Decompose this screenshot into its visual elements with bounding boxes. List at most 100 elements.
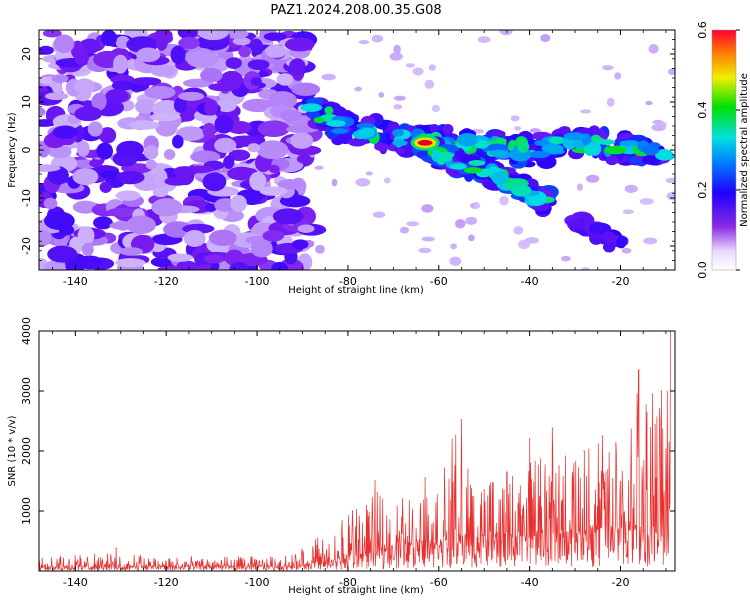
heatmap-cell: [431, 104, 440, 113]
x-tick-label: -140: [63, 576, 88, 589]
heatmap-cell: [272, 208, 304, 225]
heatmap-cell: [115, 190, 141, 201]
heatmap-cell: [284, 37, 315, 52]
heatmap-cell: [115, 170, 145, 185]
heatmap-cell: [112, 54, 128, 74]
heatmap-cell: [424, 79, 435, 89]
heatmap-cell: [529, 128, 541, 134]
heatmap-cell: [580, 109, 592, 114]
heatmap-cell: [541, 143, 564, 153]
x-tick-label: -40: [521, 576, 539, 589]
heatmap-cell: [89, 159, 103, 168]
colorbar-frame: [711, 29, 737, 271]
heatmap-cell: [176, 260, 198, 270]
heatmap-cell: [271, 261, 288, 270]
heatmap-cell: [214, 137, 237, 154]
heatmap-cell: [418, 247, 432, 254]
heatmap-cell: [91, 92, 107, 111]
heatmap-cell: [488, 149, 508, 156]
heatmap-cell: [200, 68, 223, 83]
y-tick-label: -10: [20, 189, 33, 207]
heatmap-cell: [149, 112, 181, 122]
heatmap-cell: [106, 207, 139, 218]
heatmap-cell: [321, 73, 336, 81]
heatmap-cell: [412, 67, 424, 76]
heatmap-cell: [585, 174, 600, 183]
heatmap-cell: [624, 184, 638, 193]
heatmap-cell: [291, 239, 309, 250]
heatmap-cell: [167, 253, 193, 262]
heatmap-cell: [250, 77, 262, 86]
heatmap-cell: [74, 49, 90, 66]
heatmap-cell: [393, 104, 403, 110]
heatmap-cell: [264, 44, 287, 58]
x-tick-label: -60: [430, 576, 448, 589]
heatmap-cell: [654, 149, 674, 161]
heatmap-cell: [163, 149, 176, 160]
heatmap-cell: [126, 215, 156, 235]
heatmap-cell: [72, 168, 99, 186]
heatmap-cell: [150, 64, 176, 77]
heatmap-cell: [73, 78, 96, 95]
heatmap-cell: [197, 30, 230, 41]
heatmap-cell: [648, 44, 659, 54]
heatmap-cell: [177, 30, 199, 40]
heatmap-cell: [514, 126, 521, 131]
heatmap-cell: [43, 197, 58, 210]
heatmap-cell: [131, 77, 162, 86]
heatmap-cell: [305, 97, 324, 105]
heatmap-cell: [39, 119, 57, 127]
heatmap-cell: [256, 140, 289, 160]
x-tick-label: -80: [339, 275, 357, 288]
spectrogram-x-label: Height of straight line (km): [288, 285, 424, 296]
heatmap-cell: [145, 159, 157, 170]
colorbar: 0.0 0.2 0.4 0.6 Normalized spectral amplitu…: [696, 21, 750, 279]
colorbar-label: Normalized spectral amplitude: [739, 73, 750, 227]
heatmap-cell: [491, 171, 508, 185]
heatmap-cell: [93, 216, 113, 230]
heatmap-cell: [268, 164, 280, 174]
snr-peak-point: [424, 477, 426, 479]
heatmap-cell: [645, 100, 653, 106]
heatmap-cell: [116, 140, 144, 158]
heatmap-cell: [172, 134, 184, 149]
heatmap-cell: [371, 34, 384, 43]
snr-peak-point: [638, 369, 640, 371]
heatmap-cell: [639, 197, 654, 205]
snr-peak-point: [651, 393, 653, 395]
heatmap-cell: [176, 167, 195, 186]
y-tick-label: 4000: [20, 317, 33, 345]
heatmap-cell: [76, 140, 90, 157]
heatmap-cell: [331, 178, 338, 187]
heatmap-cell: [684, 222, 690, 228]
snr-peak-point: [374, 480, 376, 482]
heatmap-cell: [548, 136, 566, 145]
heatmap-cell: [178, 91, 205, 101]
heatmap-cell: [44, 92, 69, 101]
heatmap-cell: [354, 86, 363, 92]
heatmap-cell: [297, 224, 315, 233]
heatmap-cell: [101, 30, 117, 47]
heatmap-cell: [232, 37, 251, 46]
heatmap-cell: [228, 149, 251, 161]
heatmap-cell: [518, 239, 530, 250]
heatmap-cell: [263, 32, 287, 41]
heatmap-cell: [510, 115, 520, 122]
heatmap-cell: [465, 216, 478, 225]
snr-peak-point: [506, 471, 508, 473]
heatmap-cell: [280, 109, 302, 122]
heatmap-cell: [259, 186, 288, 196]
heatmap-cell: [153, 30, 173, 42]
heatmap-cell: [442, 123, 454, 135]
snr-peak-point: [115, 547, 117, 549]
heatmap-cell: [450, 163, 467, 170]
heatmap-cell: [474, 140, 490, 149]
heatmap-cell: [53, 34, 75, 54]
heatmap-cell: [96, 142, 113, 160]
heatmap-cell: [268, 91, 298, 110]
heatmap-cell: [111, 80, 134, 91]
spectrogram-y-ticks: -20 -10 0 10 20: [20, 29, 675, 271]
heatmap-cell: [47, 245, 78, 263]
heatmap-cell: [614, 72, 622, 80]
